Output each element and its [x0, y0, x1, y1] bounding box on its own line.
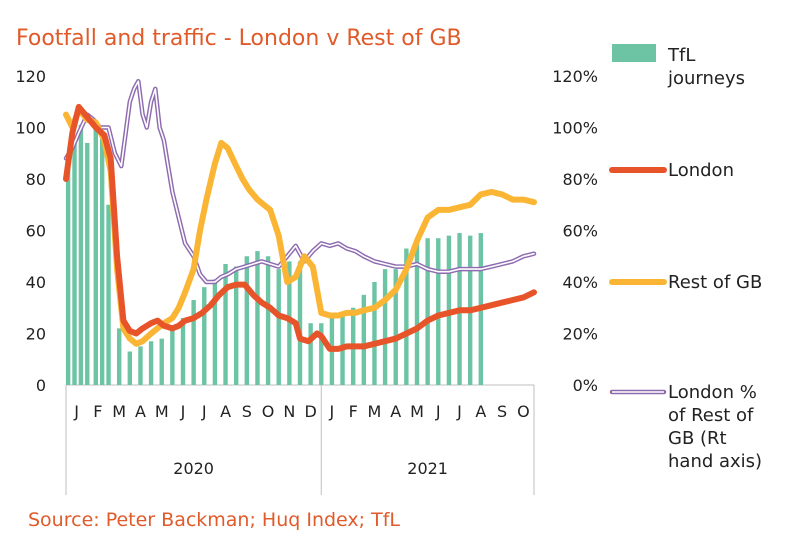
month-label: A	[475, 402, 486, 421]
tfl-bar	[361, 294, 367, 385]
tfl-bar	[372, 282, 377, 385]
tfl-bar	[99, 132, 105, 385]
tfl-bar	[116, 328, 122, 385]
month-label: J	[180, 402, 186, 421]
left-tick-label: 40	[26, 273, 46, 292]
legend-label-pct: of Rest of	[668, 405, 754, 426]
left-tick-label: 0	[36, 376, 46, 395]
legend-label-tfl: journeys	[667, 68, 745, 89]
tfl-bar	[85, 142, 90, 385]
tfl-bar	[78, 124, 84, 386]
tfl-bar	[223, 263, 228, 385]
tfl-bar	[393, 269, 398, 385]
tfl-bar	[436, 238, 441, 385]
right-tick-label: 40%	[562, 273, 598, 292]
tfl-bar	[297, 261, 303, 385]
left-axis: 0 20 40 60 80 100 120	[15, 67, 46, 395]
tfl-bar	[93, 124, 98, 386]
month-label: F	[93, 402, 102, 421]
tfl-bar	[319, 323, 324, 385]
tfl-bar	[244, 256, 250, 385]
tfl-bar	[287, 261, 292, 385]
month-label: M	[155, 402, 169, 421]
right-tick-label: 0%	[573, 376, 598, 395]
month-label: J	[456, 402, 462, 421]
london-line	[63, 103, 537, 352]
series-lines	[63, 78, 537, 352]
month-label: A	[390, 402, 401, 421]
month-label: S	[497, 402, 507, 421]
month-label: J	[201, 402, 207, 421]
legend-label-london: London	[668, 160, 734, 181]
legend-label-pct: hand axis)	[668, 451, 762, 472]
month-label: F	[349, 402, 358, 421]
left-tick-label: 60	[26, 222, 46, 241]
tfl-bar	[148, 341, 154, 385]
month-label: J	[435, 402, 441, 421]
right-axis: 0% 20% 40% 60% 80% 100% 120%	[552, 67, 598, 395]
month-label: M	[410, 402, 424, 421]
tfl-bar	[308, 323, 313, 385]
month-label: N	[283, 402, 295, 421]
tfl-bar	[106, 204, 111, 385]
month-label: O	[517, 402, 530, 421]
tfl-bar	[212, 279, 218, 385]
london-pct-line-inner	[65, 80, 535, 283]
month-label: M	[112, 402, 126, 421]
tfl-bar	[382, 269, 388, 385]
tfl-bar	[72, 142, 77, 385]
tfl-bar	[425, 238, 430, 385]
left-tick-label: 20	[26, 325, 46, 344]
tfl-bar	[414, 243, 420, 385]
tfl-bar	[233, 266, 239, 385]
tfl-bar	[255, 251, 260, 385]
tfl-bar	[191, 300, 196, 385]
chart-title: Footfall and traffic - London v Rest of …	[16, 26, 462, 51]
month-label: A	[135, 402, 146, 421]
tfl-bar	[404, 248, 409, 385]
month-label: O	[262, 402, 275, 421]
legend-label-pct: London %	[668, 382, 757, 403]
month-label: J	[329, 402, 335, 421]
right-tick-label: 80%	[562, 170, 598, 189]
tfl-bar	[127, 351, 133, 385]
right-tick-label: 20%	[562, 325, 598, 344]
left-tick-label: 100	[15, 119, 46, 138]
legend-label-rest: Rest of GB	[668, 272, 762, 293]
legend-swatch-tfl	[612, 44, 656, 62]
tfl-bar	[276, 269, 281, 385]
legend-label-pct: GB (Rt	[668, 428, 727, 449]
left-tick-label: 120	[15, 67, 46, 86]
tfl-bar	[202, 287, 207, 385]
right-tick-label: 100%	[552, 119, 598, 138]
tfl-bar	[180, 318, 186, 385]
source-note: Source: Peter Backman; Huq Index; TfL	[28, 509, 400, 531]
month-label: A	[220, 402, 231, 421]
right-tick-label: 60%	[562, 222, 598, 241]
tfl-bar	[265, 256, 271, 385]
month-label: D	[304, 402, 316, 421]
rest-of-gb-line	[63, 106, 537, 347]
month-label: J	[73, 402, 79, 421]
month-label: M	[368, 402, 382, 421]
legend-label-tfl: TfL	[667, 45, 695, 66]
month-label: S	[242, 402, 252, 421]
tfl-bar	[138, 346, 143, 385]
left-tick-label: 80	[26, 170, 46, 189]
year-label: 2020	[173, 459, 214, 478]
year-label: 2021	[407, 459, 448, 478]
right-tick-label: 120%	[552, 67, 598, 86]
tfl-bar	[159, 338, 164, 385]
tfl-bar	[170, 328, 175, 385]
tfl-bar	[65, 155, 71, 385]
